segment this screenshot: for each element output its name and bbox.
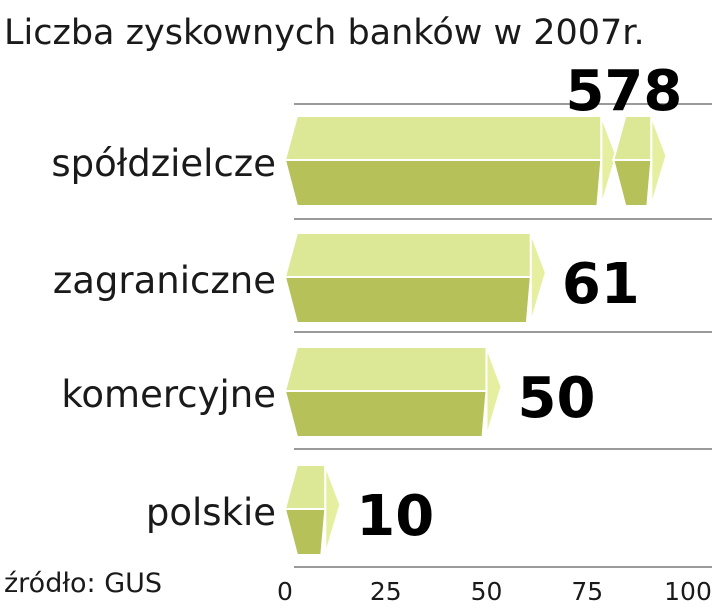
- bar-front-face: [283, 390, 488, 438]
- bar: [283, 115, 668, 207]
- bar: [283, 232, 547, 324]
- bar-end-face: [600, 115, 618, 207]
- category-label: zagraniczne: [53, 259, 276, 302]
- bar-top-face: [283, 464, 327, 510]
- bar-front-face: [283, 276, 532, 324]
- bar-end-face: [485, 346, 503, 438]
- category-labels: spółdzielcze zagraniczne komercyjne polskie: [51, 142, 276, 534]
- bar-end-face: [324, 464, 342, 556]
- x-axis-ticks: 0 25 50 75 100: [277, 577, 712, 606]
- value-label: 10: [356, 484, 434, 549]
- bar-end-face: [650, 115, 668, 207]
- category-label: komercyjne: [61, 373, 276, 416]
- bar-front-face: [283, 508, 327, 556]
- bar-front-face: [612, 159, 653, 207]
- bar: [283, 464, 342, 556]
- x-tick-label: 0: [277, 577, 293, 606]
- x-tick-label: 25: [370, 577, 402, 606]
- category-label: spółdzielcze: [51, 142, 276, 185]
- chart-title: Liczba zyskownych banków w 2007r.: [4, 13, 645, 53]
- bar-top-face: [283, 232, 532, 278]
- bar-front-face: [283, 159, 603, 207]
- bar-top-face: [283, 115, 603, 161]
- value-labels: 578 61 50 10: [356, 59, 682, 549]
- value-label: 50: [518, 366, 596, 431]
- bar-segment-overflow: [612, 115, 668, 207]
- bar-top-face: [283, 346, 488, 392]
- x-tick-label: 50: [471, 577, 503, 606]
- bars: [283, 115, 668, 556]
- bar-segment-main: [283, 115, 618, 207]
- value-label: 61: [562, 252, 640, 317]
- source-note: źródło: GUS: [4, 568, 162, 599]
- x-tick-label: 75: [571, 577, 603, 606]
- x-tick-label: 100: [664, 577, 712, 606]
- gridlines: [294, 103, 712, 568]
- bar-segment: [283, 346, 503, 438]
- bar-segment: [283, 232, 547, 324]
- value-label: 578: [565, 59, 682, 124]
- category-label: polskie: [146, 491, 276, 534]
- bar: [283, 346, 503, 438]
- bar-end-face: [529, 232, 547, 324]
- bar-segment: [283, 464, 342, 556]
